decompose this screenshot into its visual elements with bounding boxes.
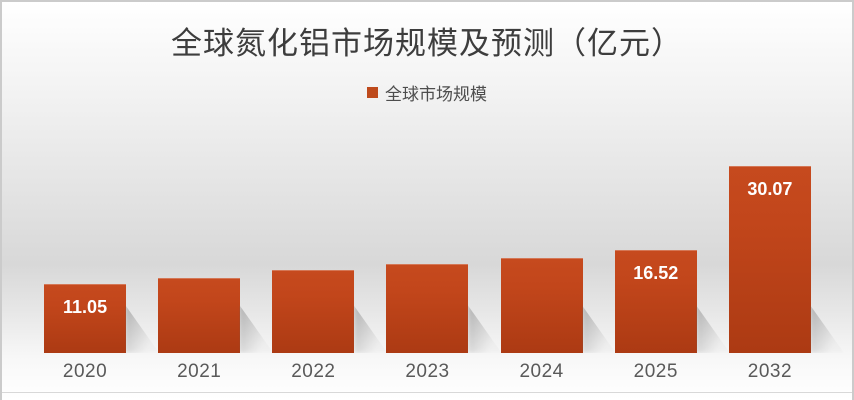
plot-area: 11.05 16.52 30.0: [28, 166, 845, 353]
legend-label: 全球市场规模: [385, 85, 487, 104]
bar: [272, 270, 388, 353]
bar: [500, 257, 616, 353]
bar-column: 16.52: [599, 166, 730, 353]
bar: [386, 264, 502, 353]
x-axis-label: 2023: [405, 361, 450, 382]
bar: 16.52: [614, 250, 730, 353]
x-axis-label: 2021: [177, 361, 222, 382]
chart-title: 全球氮化铝市场规模及预测（亿元）: [171, 26, 683, 61]
x-axis: 2020 2021 2022 2023 2024 2025 2032: [28, 361, 827, 383]
bar-value-label: 16.52: [633, 263, 679, 284]
x-axis-label: 2032: [747, 361, 793, 382]
x-axis-label: 2020: [62, 361, 108, 382]
bar-column: [370, 166, 502, 353]
bar-column: [142, 166, 274, 353]
bar-value-label: 11.05: [63, 297, 108, 318]
x-axis-label: 2024: [519, 361, 564, 382]
bar: [158, 277, 274, 353]
x-axis-label: 2022: [291, 361, 336, 382]
bottom-rule: [2, 392, 852, 393]
legend-swatch-icon: [367, 87, 378, 98]
legend: 全球市场规模: [2, 80, 852, 105]
bar-shadow: [810, 305, 845, 353]
bar-column: 11.05: [28, 166, 160, 353]
bar: 11.05: [44, 284, 160, 353]
bar-column: [485, 166, 616, 353]
bar-value-label: 30.07: [747, 179, 793, 199]
x-axis-label: 2025: [633, 361, 678, 382]
bar-column: [256, 166, 388, 353]
bar: 30.07: [728, 166, 845, 353]
bar-column: 30.07: [713, 166, 845, 353]
